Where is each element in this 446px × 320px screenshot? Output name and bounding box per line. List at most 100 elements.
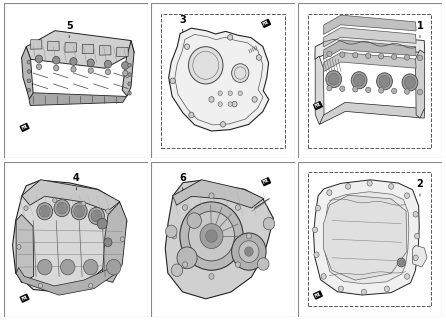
Polygon shape — [99, 46, 111, 55]
Circle shape — [314, 252, 319, 258]
Circle shape — [354, 74, 364, 86]
Circle shape — [367, 180, 372, 186]
Circle shape — [171, 264, 183, 276]
Circle shape — [327, 190, 332, 196]
Circle shape — [70, 58, 77, 65]
Circle shape — [263, 218, 275, 230]
Circle shape — [200, 224, 223, 249]
Circle shape — [313, 227, 318, 233]
Polygon shape — [169, 28, 269, 131]
Polygon shape — [323, 52, 416, 72]
Text: FR: FR — [314, 102, 322, 109]
Circle shape — [405, 274, 409, 279]
Circle shape — [27, 60, 31, 64]
Circle shape — [81, 201, 86, 206]
Polygon shape — [21, 47, 33, 99]
Polygon shape — [102, 202, 127, 283]
Circle shape — [328, 73, 339, 85]
Text: FR: FR — [21, 294, 29, 302]
Circle shape — [353, 52, 358, 58]
Polygon shape — [26, 31, 134, 68]
Circle shape — [246, 233, 252, 239]
Polygon shape — [323, 40, 416, 59]
Circle shape — [327, 51, 332, 57]
Circle shape — [315, 205, 321, 211]
Polygon shape — [319, 102, 425, 124]
Polygon shape — [165, 180, 273, 299]
Text: 4: 4 — [73, 173, 80, 183]
Circle shape — [405, 193, 409, 198]
Polygon shape — [416, 50, 425, 118]
Circle shape — [321, 274, 326, 279]
Circle shape — [379, 76, 390, 87]
Circle shape — [104, 238, 112, 247]
Circle shape — [218, 102, 222, 107]
Circle shape — [128, 63, 131, 67]
Circle shape — [228, 91, 232, 96]
Circle shape — [238, 91, 243, 96]
Circle shape — [53, 56, 60, 64]
Circle shape — [388, 184, 394, 189]
Circle shape — [38, 284, 42, 288]
Polygon shape — [175, 35, 263, 125]
Circle shape — [353, 86, 358, 92]
Circle shape — [252, 97, 257, 102]
Text: FR: FR — [314, 292, 322, 299]
Circle shape — [87, 59, 94, 67]
Circle shape — [37, 64, 41, 69]
Circle shape — [239, 241, 259, 262]
Circle shape — [405, 54, 409, 60]
Circle shape — [340, 86, 345, 92]
Circle shape — [170, 78, 175, 84]
Circle shape — [106, 209, 110, 213]
Circle shape — [177, 247, 197, 269]
Circle shape — [182, 205, 188, 210]
Circle shape — [256, 55, 261, 60]
Circle shape — [417, 55, 422, 61]
Circle shape — [71, 67, 76, 72]
Polygon shape — [12, 180, 127, 292]
Circle shape — [189, 112, 194, 118]
Polygon shape — [16, 214, 33, 283]
Polygon shape — [323, 28, 416, 47]
Polygon shape — [324, 192, 409, 284]
Circle shape — [37, 203, 53, 220]
Circle shape — [405, 89, 409, 94]
Polygon shape — [323, 15, 416, 34]
Circle shape — [120, 237, 124, 242]
Polygon shape — [323, 195, 407, 280]
Circle shape — [414, 233, 420, 239]
Circle shape — [231, 233, 266, 270]
Circle shape — [413, 255, 418, 260]
Circle shape — [232, 101, 237, 107]
Circle shape — [235, 262, 240, 268]
Circle shape — [128, 73, 131, 76]
Circle shape — [379, 53, 384, 59]
Circle shape — [397, 258, 405, 267]
Text: 5: 5 — [66, 21, 73, 31]
Text: 2: 2 — [417, 180, 423, 189]
Circle shape — [123, 70, 128, 76]
Circle shape — [107, 259, 121, 275]
Circle shape — [37, 259, 52, 275]
Circle shape — [24, 206, 28, 211]
Text: 1: 1 — [417, 21, 423, 31]
Circle shape — [185, 44, 190, 50]
Circle shape — [392, 88, 396, 94]
Polygon shape — [29, 93, 127, 106]
Circle shape — [189, 211, 235, 261]
Circle shape — [105, 69, 111, 75]
Polygon shape — [82, 44, 94, 54]
Circle shape — [53, 198, 57, 203]
Circle shape — [17, 244, 21, 249]
Polygon shape — [22, 180, 120, 211]
Circle shape — [228, 102, 232, 107]
Circle shape — [128, 92, 131, 95]
Circle shape — [402, 74, 418, 91]
Circle shape — [209, 274, 214, 279]
Circle shape — [71, 203, 87, 220]
Polygon shape — [65, 43, 76, 52]
Circle shape — [384, 286, 389, 292]
Circle shape — [165, 225, 177, 238]
Circle shape — [366, 53, 371, 59]
